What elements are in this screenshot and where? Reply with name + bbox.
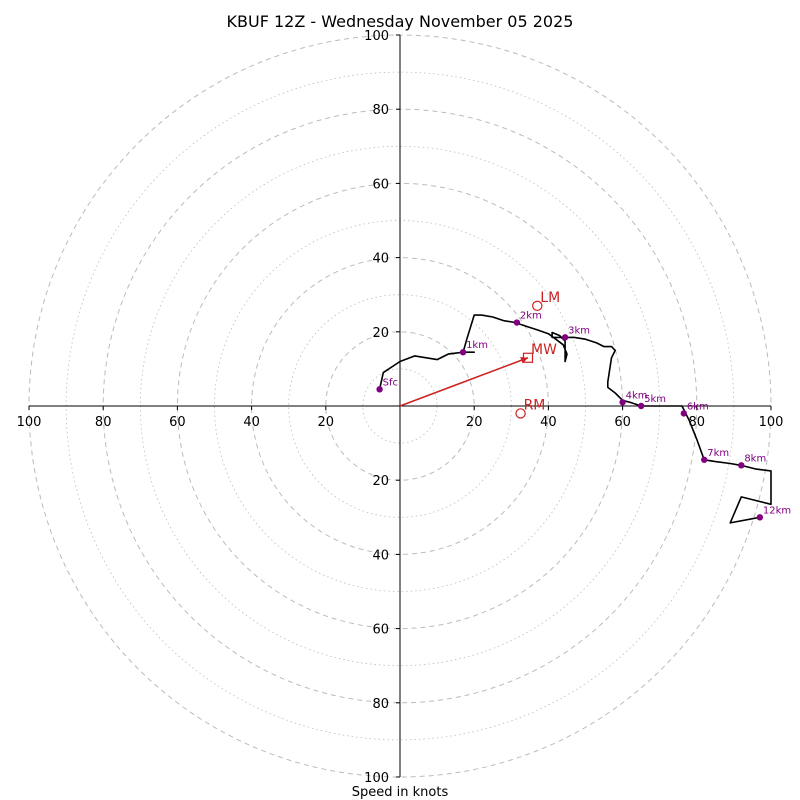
y-tick-label: 80 [372,697,389,712]
mean-wind-vector [399,357,529,407]
height-marker-dot [680,410,688,417]
storm-motion-marker-circle [532,300,543,312]
x-tick-label: 80 [95,415,112,430]
storm-motion-marker-circle [515,408,526,419]
height-marker-dot [637,402,645,410]
height-marker-label: 2km [520,311,542,322]
storm-motion-marker-square [522,352,534,363]
x-tick-label: 20 [318,415,335,430]
y-tick-label: 20 [372,474,389,489]
height-marker-label: 5km [644,394,666,405]
height-marker-dot [756,514,764,521]
height-marker-label: 4km [626,390,648,401]
x-tick-label: 20 [466,415,483,430]
storm-motion-label: RM [524,397,546,413]
height-marker-dot [701,456,708,463]
y-tick-label: 100 [364,771,389,786]
height-marker-label: 3km [568,325,590,336]
chart-title: KBUF 12Z - Wednesday November 05 2025 [227,12,574,31]
height-marker-label: Sfc [383,377,398,388]
y-tick-label: 80 [372,103,389,118]
height-marker-label: 6km [687,401,709,412]
x-tick-label: 80 [689,415,706,430]
mean-wind-arrowhead [520,357,528,364]
height-marker-label: 7km [707,448,729,459]
x-tick-label: 100 [17,415,42,430]
height-marker-label: 1km [466,340,488,351]
y-tick-label: 40 [372,252,389,267]
height-marker-dot [619,399,626,406]
height-marker-dot [459,349,467,356]
height-marker-dot [561,334,569,341]
x-tick-label: 40 [243,415,260,430]
shear-vector-group [399,357,529,407]
tick-labels: 20 20 20 20 40 40 40 40 60 60 60 60 80 80 80 80 100 100 10… [17,29,784,786]
y-tick-label: 60 [372,177,389,192]
storm-motion-label: MW [531,342,557,358]
x-tick-label: 60 [169,415,186,430]
storm-motion-label: LM [540,290,560,306]
y-tick-label: 20 [372,326,389,341]
height-marker-dot [738,462,745,469]
height-marker-dot [376,386,383,393]
wind-trace-group [378,314,772,524]
height-marker-label: 8km [744,453,766,464]
y-tick-label: 100 [364,29,389,44]
y-tick-label: 60 [372,623,389,638]
storm-motion-markers: LM MW RM [515,290,560,419]
x-tick-label: 100 [759,415,784,430]
wind-trace-line [378,314,772,524]
height-marker-label: 12km [763,505,791,516]
height-marker-dot [513,319,521,326]
y-tick-label: 40 [372,548,389,563]
x-tick-label: 60 [614,415,631,430]
x-tick-label: 40 [540,415,557,430]
x-axis-label: Speed in knots [352,785,449,800]
